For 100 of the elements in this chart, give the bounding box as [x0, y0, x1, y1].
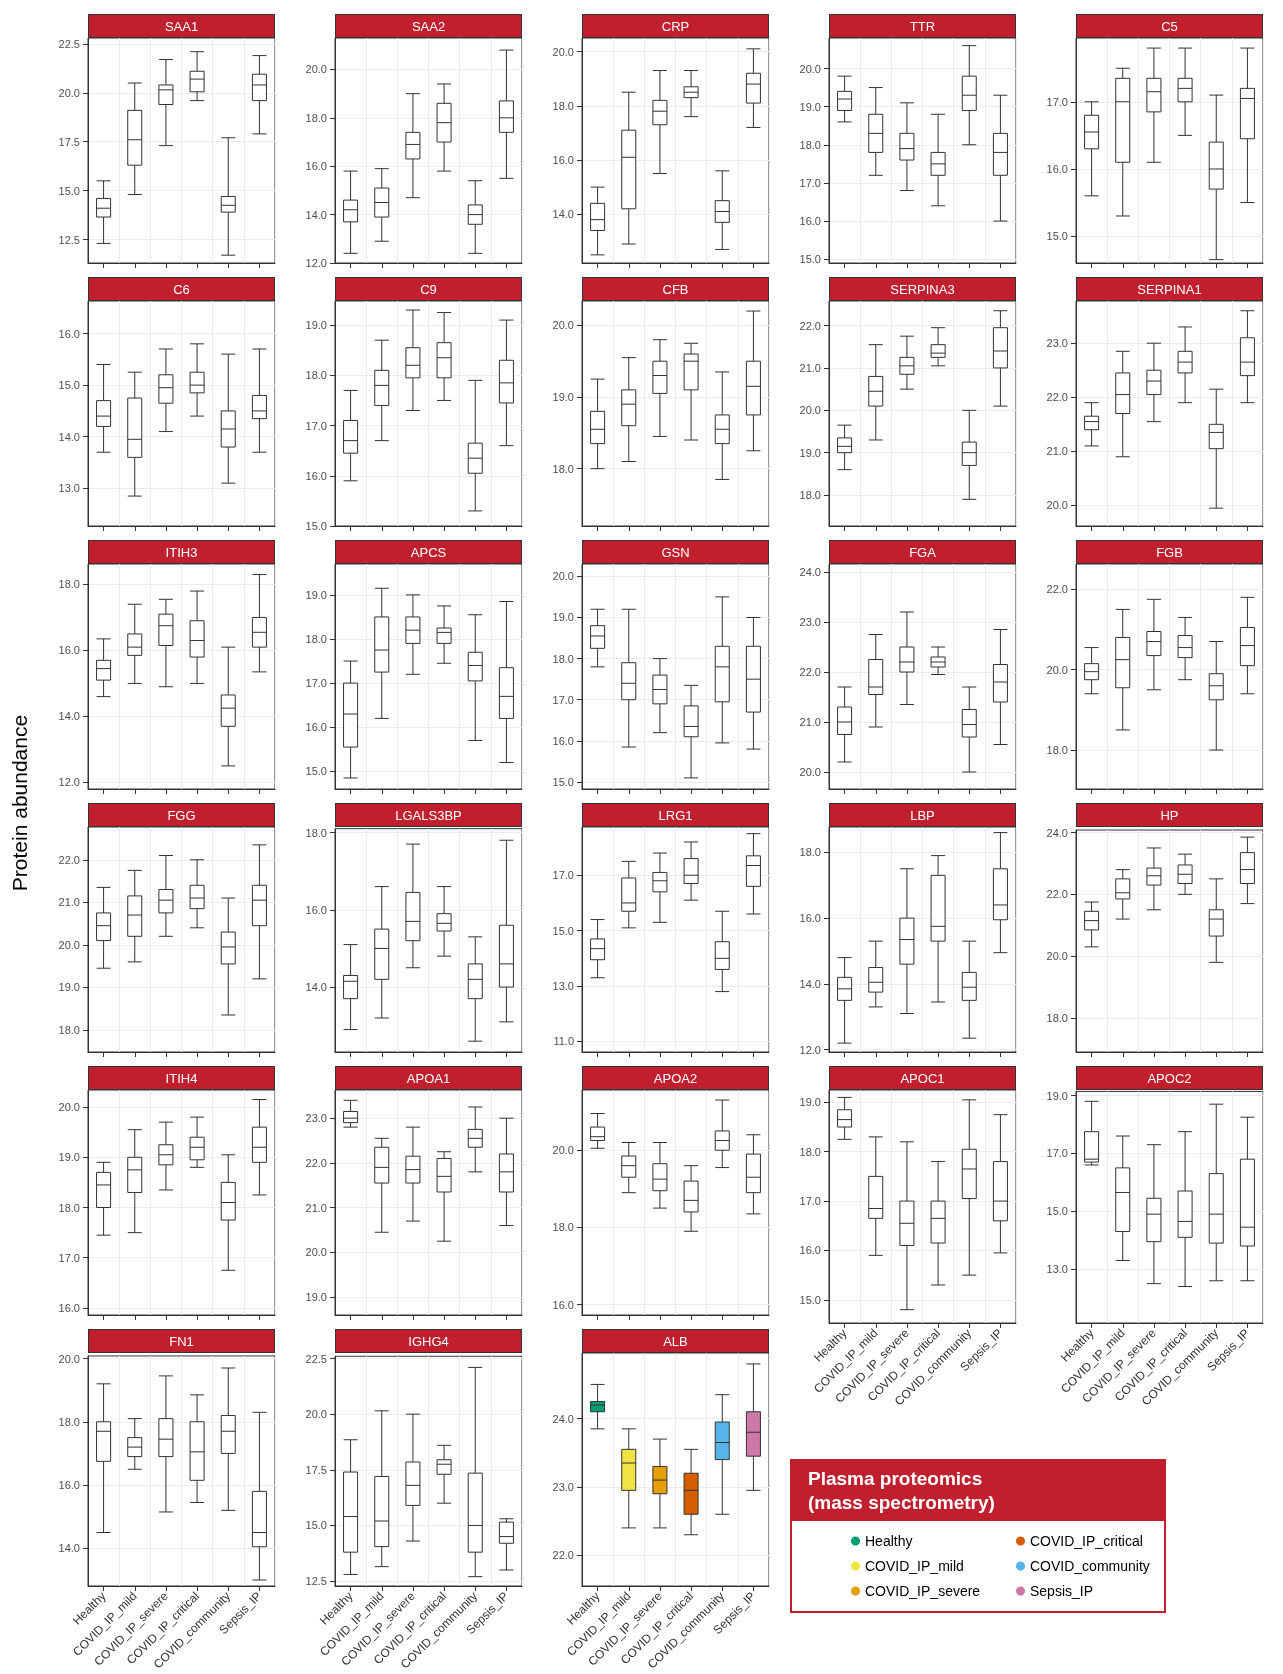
chart-title: LRG1: [582, 803, 769, 827]
y-tick-label: 15.0: [305, 765, 327, 778]
y-tick-label: 20.0: [305, 1408, 327, 1421]
y-tick-label: 23.0: [799, 616, 821, 628]
y-tick-label: 20.0: [58, 1352, 80, 1365]
y-tick-label: 16.0: [305, 469, 327, 482]
y-tick-label: 18.0: [305, 369, 327, 382]
chart-title: C9: [335, 277, 522, 301]
y-tick-label: 19.0: [305, 319, 327, 332]
y-tick-label: 20.0: [552, 1144, 574, 1157]
chart-title: IGHG4: [335, 1329, 522, 1353]
chart-title: APOC2: [1076, 1066, 1263, 1090]
y-tick-label: 19.0: [799, 100, 821, 113]
y-tick-label: 20.0: [58, 938, 80, 951]
y-tick-label: 18.0: [799, 138, 821, 151]
y-tick-label: 17.0: [799, 1195, 821, 1208]
y-tick-label: 15.0: [799, 1293, 821, 1306]
y-tick-label: 14.0: [552, 208, 574, 221]
legend-title: Plasma proteomics (mass spectrometry): [792, 1461, 1164, 1521]
y-tick-label: 16.0: [305, 903, 327, 916]
y-tick-label: 22.0: [799, 666, 821, 678]
y-tick-label: 22.0: [799, 319, 821, 332]
chart-title: APOA1: [335, 1066, 522, 1090]
y-tick-label: 20.0: [799, 404, 821, 417]
chart-title: HP: [1076, 803, 1263, 827]
chart-title: APOA2: [582, 1066, 769, 1090]
chart-title: LGALS3BP: [335, 803, 522, 827]
y-tick-label: 18.0: [799, 1145, 821, 1158]
legend-label: COVID_IP_mild: [865, 1558, 964, 1574]
y-tick-label: 13.0: [58, 482, 80, 495]
y-tick-label: 15.0: [58, 379, 80, 392]
y-tick-label: 22.5: [58, 37, 80, 50]
y-tick-label: 16.0: [58, 327, 80, 340]
y-tick-label: 17.0: [552, 693, 574, 706]
y-tick-label: 16.0: [58, 1479, 80, 1492]
y-tick-label: 22.0: [1046, 583, 1068, 596]
legend-label: COVID_IP_critical: [1030, 1533, 1143, 1549]
y-tick-label: 17.0: [58, 1251, 80, 1264]
y-tick-label: 18.0: [58, 578, 80, 591]
y-tick-label: 18.0: [305, 111, 327, 124]
y-tick-label: 16.0: [799, 1244, 821, 1257]
y-tick-label: 22.0: [552, 1549, 574, 1562]
chart-title: FGA: [829, 540, 1016, 564]
y-tick-label: 18.0: [552, 652, 574, 665]
y-tick-label: 18.0: [58, 1415, 80, 1428]
chart-title: GSN: [582, 540, 769, 564]
y-tick-label: 16.0: [552, 1298, 574, 1311]
y-tick-label: 15.0: [1046, 1205, 1068, 1218]
y-tick-label: 16.0: [58, 1301, 80, 1314]
chart-title: FN1: [88, 1329, 275, 1353]
chart-title: C6: [88, 277, 275, 301]
y-tick-label: 16.0: [58, 644, 80, 657]
y-tick-label: 13.0: [1046, 1263, 1068, 1276]
y-tick-label: 12.5: [58, 233, 80, 246]
y-tick-label: 12.5: [305, 1575, 327, 1588]
y-tick-label: 20.0: [552, 570, 574, 583]
legend-label: COVID_community: [1030, 1558, 1150, 1574]
chart-title: LBP: [829, 803, 1016, 827]
y-tick-label: 22.5: [305, 1352, 327, 1365]
chart-title: ALB: [582, 1329, 769, 1353]
chart-title: APCS: [335, 540, 522, 564]
y-tick-label: 18.0: [552, 99, 574, 112]
y-tick-label: 14.0: [305, 981, 327, 994]
y-tick-label: 17.5: [305, 1463, 327, 1476]
chart-title: SERPINA1: [1076, 277, 1263, 301]
y-tick-label: 12.0: [799, 1043, 821, 1056]
y-tick-label: 21.0: [305, 1201, 327, 1214]
y-tick-label: 19.0: [552, 611, 574, 624]
y-tick-label: 15.0: [552, 776, 574, 789]
chart-title: C5: [1076, 14, 1263, 38]
y-tick-label: 21.0: [799, 716, 821, 728]
y-tick-label: 17.0: [305, 419, 327, 432]
y-tick-label: 23.0: [552, 1480, 574, 1493]
y-tick-label: 20.0: [58, 1101, 80, 1114]
y-axis-title: Protein abundance: [8, 714, 32, 892]
y-tick-label: 18.0: [799, 489, 821, 502]
y-tick-label: 12.0: [58, 776, 80, 789]
y-tick-label: 18.0: [552, 462, 574, 475]
y-tick-label: 11.0: [553, 1035, 574, 1048]
y-tick-label: 20.0: [552, 319, 574, 332]
y-tick-label: 16.0: [305, 721, 327, 734]
y-tick-label: 19.0: [305, 588, 327, 601]
y-tick-label: 13.0: [552, 980, 574, 993]
y-tick-label: 18.0: [1046, 1011, 1068, 1024]
y-tick-label: 20.0: [799, 62, 821, 75]
y-tick-label: 19.0: [58, 1151, 80, 1164]
y-tick-label: 16.0: [799, 215, 821, 228]
y-tick-label: 23.0: [1046, 337, 1068, 350]
y-tick-label: 18.0: [552, 1221, 574, 1234]
y-tick-label: 16.0: [799, 912, 821, 925]
y-tick-label: 22.0: [58, 853, 80, 866]
y-tick-label: 14.0: [58, 430, 80, 443]
chart-title: ITIH3: [88, 540, 275, 564]
y-tick-label: 20.0: [1046, 663, 1068, 676]
y-tick-label: 18.0: [58, 1023, 80, 1036]
y-tick-label: 15.0: [1046, 230, 1068, 243]
y-tick-label: 19.0: [305, 1291, 327, 1304]
chart-title: CRP: [582, 14, 769, 38]
y-tick-label: 17.0: [552, 869, 574, 882]
y-tick-label: 14.0: [58, 1542, 80, 1555]
